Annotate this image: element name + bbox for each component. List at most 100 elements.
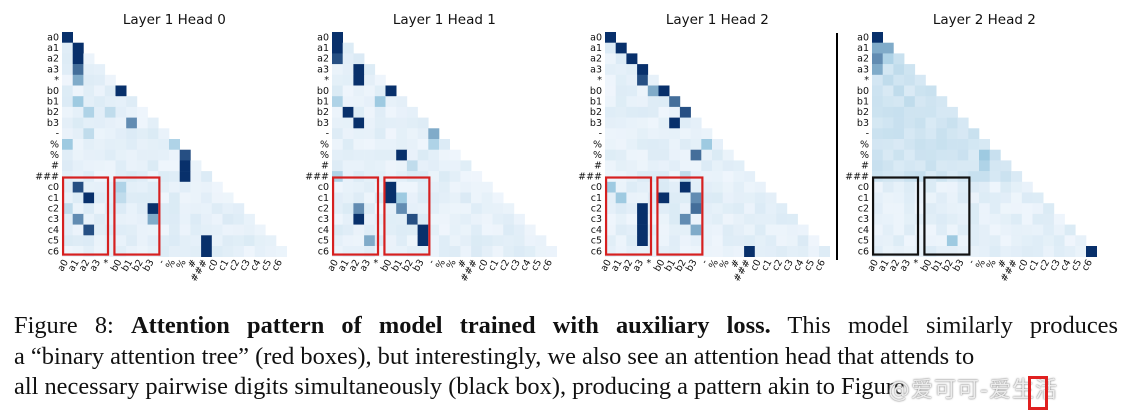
- y-tick-label: a0: [590, 32, 602, 43]
- heatmap-cell: [626, 53, 638, 65]
- heatmap-cell: [385, 213, 397, 225]
- heatmap-cell: [72, 149, 84, 161]
- heatmap-cell: [637, 117, 649, 129]
- x-tick-label: a2: [887, 258, 902, 274]
- heatmap-cell: [925, 128, 937, 140]
- heatmap-cell: [396, 106, 408, 118]
- heatmap-cell: [449, 192, 461, 204]
- heatmap-cell: [439, 160, 450, 172]
- heatmap-cell: [936, 96, 948, 108]
- heatmap-cell: [669, 235, 681, 247]
- x-tick-label: c1: [486, 258, 501, 273]
- heatmap-cell: [637, 106, 649, 118]
- y-tick-label: c0: [318, 182, 329, 193]
- heatmap-cell: [914, 224, 926, 236]
- heatmap-cell: [385, 246, 397, 257]
- heatmap-cell: [201, 181, 213, 193]
- heatmap-cell: [882, 74, 894, 86]
- heatmap-cell: [460, 235, 472, 247]
- heatmap-cell: [615, 181, 627, 193]
- heatmap-cell: [658, 192, 670, 204]
- heatmap-cell: [808, 235, 820, 247]
- heatmap-cell: [353, 181, 365, 193]
- heatmap-cell: [72, 224, 84, 236]
- heatmap-cell: [406, 160, 418, 172]
- x-tick-label: c2: [227, 258, 242, 273]
- heatmap-cell: [201, 235, 213, 247]
- heatmap-cell: [882, 160, 894, 172]
- heatmap-cell: [637, 128, 649, 140]
- heatmap-cell: [1000, 235, 1012, 247]
- heatmap-cell: [882, 42, 894, 54]
- heatmap-cell: [712, 160, 723, 172]
- heatmap-cell: [83, 192, 95, 204]
- heatmap-cell: [417, 128, 429, 140]
- y-tick-label: a2: [857, 54, 869, 65]
- heatmap-cell: [605, 160, 616, 172]
- heatmap-cell: [385, 160, 397, 172]
- heatmap-cell: [385, 85, 397, 97]
- heatmap-cell: [417, 235, 429, 247]
- heatmap-cell: [471, 213, 483, 225]
- heatmap-cell: [893, 85, 905, 97]
- heatmap-cell: [893, 128, 905, 140]
- heatmap-cell: [385, 106, 397, 118]
- heatmap-cell: [136, 128, 148, 140]
- x-tick-label: c1: [1026, 258, 1041, 273]
- y-tick-label: c1: [48, 193, 59, 204]
- y-tick-label: c0: [48, 182, 59, 193]
- heatmap-cell: [1011, 235, 1023, 247]
- heatmap-cell: [925, 203, 937, 215]
- heatmap-cell: [147, 128, 159, 140]
- heatmap-cell: [353, 64, 365, 76]
- heatmap-cell: [513, 213, 525, 225]
- heatmap-cell: [658, 246, 670, 257]
- heatmap-cell: [169, 192, 180, 204]
- heatmap-cell: [615, 139, 627, 150]
- heatmap-cell: [243, 213, 255, 225]
- heatmap-cell: [1032, 246, 1044, 257]
- y-tick-label: a2: [590, 54, 602, 65]
- heatmap-cell: [254, 224, 266, 236]
- heatmap-cell: [669, 246, 681, 257]
- heatmap-cell: [83, 149, 95, 161]
- heatmap-cell: [669, 224, 681, 236]
- heatmap-cell: [914, 96, 926, 108]
- heatmap-cell: [893, 139, 905, 150]
- x-tick-label: b0: [109, 258, 125, 274]
- heatmap-cell: [914, 139, 926, 150]
- heatmap-cell: [637, 181, 649, 193]
- y-tick-label: c4: [318, 225, 329, 236]
- heatmap-cell: [115, 85, 127, 97]
- heatmap-cell: [72, 139, 84, 150]
- heatmap-cell: [872, 128, 883, 140]
- y-tick-label: c6: [318, 246, 329, 257]
- heatmap-cell: [1043, 213, 1055, 225]
- y-tick-label: c1: [591, 193, 602, 204]
- heatmap-cell: [979, 160, 990, 172]
- heatmap-cell: [605, 106, 616, 118]
- heatmap-cell: [94, 149, 106, 161]
- heatmap-cell: [158, 139, 170, 150]
- heatmap-cell: [914, 192, 926, 204]
- heatmap-cell: [417, 213, 429, 225]
- heatmap-cell: [893, 106, 905, 118]
- heatmap-cell: [744, 224, 756, 236]
- heatmap-cell: [233, 235, 245, 247]
- heatmap-cell: [658, 213, 670, 225]
- y-tick-label: c2: [591, 204, 602, 215]
- heatmap-cell: [233, 213, 245, 225]
- y-tick-label: c4: [858, 225, 869, 236]
- heatmap-cell: [1032, 203, 1044, 215]
- heatmap-cell: [169, 213, 180, 225]
- heatmap-cell: [615, 117, 627, 129]
- heatmap-cell: [626, 64, 638, 76]
- heatmap-cell: [872, 224, 883, 236]
- heatmap-cell: [669, 96, 681, 108]
- heatmap-cell: [201, 203, 213, 215]
- x-tick-label: -: [156, 258, 167, 266]
- heatmap-cell: [701, 235, 713, 247]
- heatmap-cell: [744, 192, 756, 204]
- heatmap-cell: [925, 85, 937, 97]
- highlight-box-a: [871, 176, 920, 256]
